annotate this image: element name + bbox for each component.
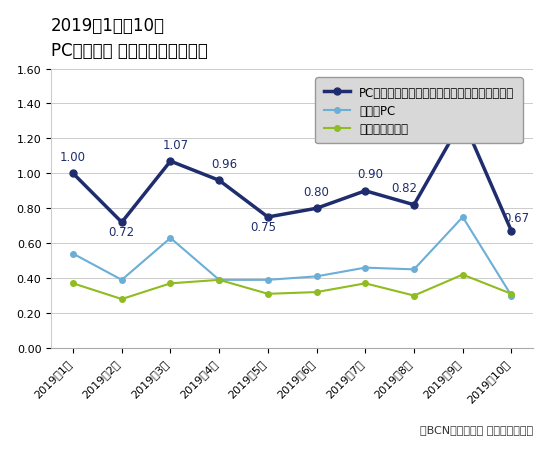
タブレット端末 [118,297,125,302]
PC全体（タブレット＋ノート＋デスクトップ） [314,206,320,212]
ノートPC [70,251,76,257]
PC全体（タブレット＋ノート＋デスクトップ） [167,159,174,165]
ノートPC [314,274,320,280]
ノートPC [167,236,174,241]
Text: 1.00: 1.00 [60,151,86,163]
PC全体（タブレット＋ノート＋デスクトップ） [508,229,515,234]
ノートPC [118,277,125,283]
PC全体（タブレット＋ノート＋デスクトップ） [118,220,125,226]
タブレット端末 [508,291,515,297]
Text: 0.75: 0.75 [250,220,276,233]
Text: 0.72: 0.72 [109,226,135,239]
PC全体（タブレット＋ノート＋デスクトップ） [216,178,223,184]
Text: 0.90: 0.90 [357,168,383,181]
Text: 2019年1月～10月
PCタイプ別 販売台数指数の推移: 2019年1月～10月 PCタイプ別 販売台数指数の推移 [51,17,208,60]
タブレット端末 [362,281,369,286]
タブレット端末 [459,272,466,278]
Text: 0.96: 0.96 [211,157,237,170]
タブレット端末 [70,281,76,286]
Text: （BCNランキング 時系列パネル）: （BCNランキング 時系列パネル） [420,424,534,434]
Text: 1.31: 1.31 [442,97,469,110]
ノートPC [411,267,417,272]
ノートPC [459,215,466,220]
Text: 0.82: 0.82 [391,182,417,195]
ノートPC [265,277,271,283]
Line: ノートPC: ノートPC [70,215,514,299]
Text: 1.07: 1.07 [162,138,189,151]
タブレット端末 [167,281,174,286]
PC全体（タブレット＋ノート＋デスクトップ） [70,171,76,177]
Text: 0.67: 0.67 [503,212,529,225]
PC全体（タブレット＋ノート＋デスクトップ） [265,215,271,220]
タブレット端末 [216,277,223,283]
Line: PC全体（タブレット＋ノート＋デスクトップ）: PC全体（タブレット＋ノート＋デスクトップ） [70,116,515,235]
Text: 0.80: 0.80 [304,185,329,198]
ノートPC [508,293,515,299]
タブレット端末 [314,290,320,295]
ノートPC [216,277,223,283]
タブレット端末 [411,293,417,299]
PC全体（タブレット＋ノート＋デスクトップ） [411,202,417,208]
Legend: PC全体（タブレット＋ノート＋デスクトップ）, ノートPC, タブレット端末: PC全体（タブレット＋ノート＋デスクトップ）, ノートPC, タブレット端末 [315,78,522,144]
PC全体（タブレット＋ノート＋デスクトップ） [362,189,369,194]
ノートPC [362,265,369,271]
PC全体（タブレット＋ノート＋デスクトップ） [459,117,466,123]
Line: タブレット端末: タブレット端末 [70,272,514,302]
タブレット端末 [265,291,271,297]
